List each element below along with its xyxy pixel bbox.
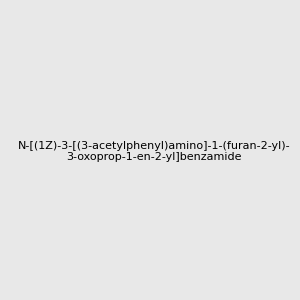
Text: N-[(1Z)-3-[(3-acetylphenyl)amino]-1-(furan-2-yl)-
3-oxoprop-1-en-2-yl]benzamide: N-[(1Z)-3-[(3-acetylphenyl)amino]-1-(fur…: [17, 141, 290, 162]
